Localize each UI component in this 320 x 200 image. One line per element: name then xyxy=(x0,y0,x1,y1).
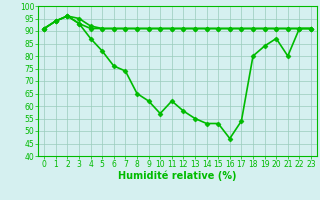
X-axis label: Humidité relative (%): Humidité relative (%) xyxy=(118,171,237,181)
